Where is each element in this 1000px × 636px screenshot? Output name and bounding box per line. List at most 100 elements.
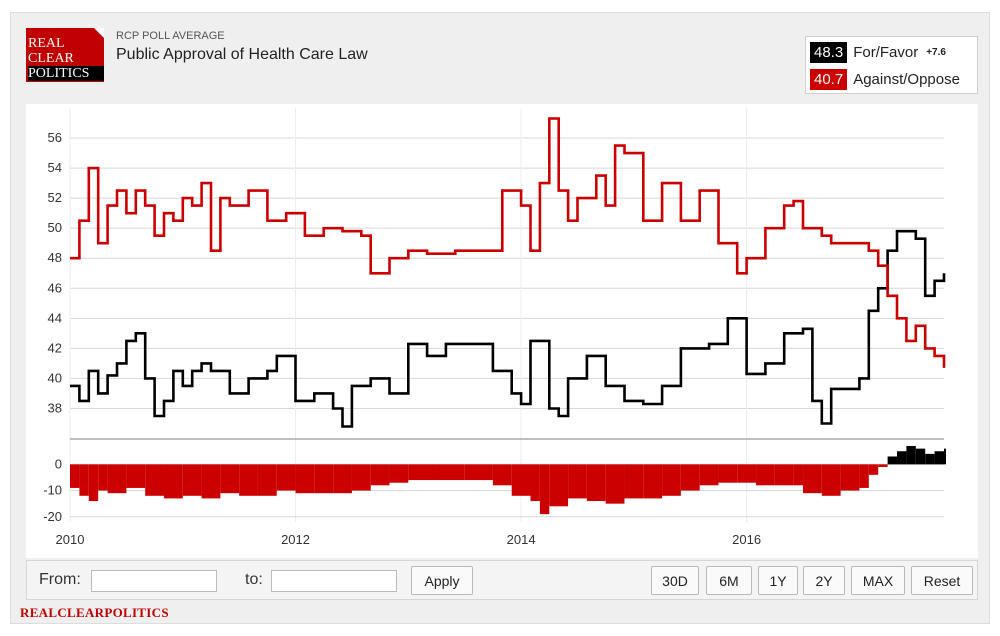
legend-label-oppose: Against/Oppose <box>853 70 960 88</box>
spread-bar-42 <box>821 464 841 496</box>
spread-bar-45 <box>868 464 879 475</box>
spread-bar-47 <box>887 456 898 465</box>
spread-bar-2 <box>88 464 99 502</box>
spread-bar-44 <box>859 464 869 488</box>
spread-bar-15 <box>314 464 334 494</box>
apply-button[interactable]: Apply <box>411 566 473 595</box>
spread-bar-27 <box>549 464 569 507</box>
spread-bar-14 <box>295 464 315 494</box>
range-6m-button[interactable]: 6M <box>706 566 752 595</box>
spread-bar-52 <box>934 451 944 465</box>
spread-bar-24 <box>511 464 531 496</box>
spread-bar-17 <box>351 464 371 491</box>
spread-bar-51 <box>925 453 935 465</box>
footer-brand: REALCLEARPOLITICS <box>20 605 169 620</box>
spread-bar-21 <box>436 464 465 481</box>
spread-bar-3 <box>98 464 108 491</box>
spread-bar-41 <box>803 464 822 494</box>
legend-value-oppose: 40.7 <box>810 68 848 90</box>
date-range-controls: From: to: Apply 30D 6M 1Y 2Y MAX Reset <box>26 560 978 600</box>
to-label: to: <box>245 571 263 588</box>
spread-bar-11 <box>239 464 258 496</box>
chart-svg: 38 40 42 44 46 48 50 52 54 56 0 -10 -20 2010 2012 2014 2… <box>43 108 946 547</box>
y-tick-label-52: 52 <box>48 190 62 205</box>
reset-button[interactable]: Reset <box>911 566 973 595</box>
spread-bar-19 <box>389 464 409 483</box>
x-tick-label-2014: 2014 <box>507 532 536 547</box>
spread-bar-12 <box>257 464 277 496</box>
spread-bar-46 <box>878 464 888 467</box>
spread-bar-8 <box>182 464 202 496</box>
spread-tick-label--20: -20 <box>43 509 62 524</box>
legend-spread: +7.6 <box>926 46 946 58</box>
y-tick-label-48: 48 <box>48 250 62 265</box>
rcp-logo: REAL CLEAR POLITICS <box>26 28 104 82</box>
y-tick-label-50: 50 <box>48 220 62 235</box>
spread-bar-28 <box>568 464 587 499</box>
spread-bar-18 <box>370 464 390 486</box>
spread-bar-13 <box>276 464 296 491</box>
spread-bar-25 <box>530 464 540 502</box>
series-line-oppose <box>70 117 946 368</box>
spread-bar-4 <box>107 464 127 494</box>
spread-bar-9 <box>201 464 221 499</box>
spread-bar-6 <box>145 464 164 496</box>
range-max-button[interactable]: MAX <box>851 566 905 595</box>
spread-bar-37 <box>737 464 757 483</box>
from-date-input[interactable] <box>91 570 217 592</box>
spread-bar-36 <box>718 464 738 483</box>
legend-item-oppose: 40.7 Against/Oppose <box>810 68 960 90</box>
spread-bar-0 <box>70 464 80 488</box>
spread-bar-5 <box>126 464 146 488</box>
spread-bar-32 <box>643 464 663 499</box>
legend-value-favor: 48.3 <box>810 41 848 63</box>
spread-bar-35 <box>699 464 719 486</box>
spread-bar-29 <box>586 464 606 502</box>
y-tick-label-56: 56 <box>48 130 62 145</box>
spread-bar-10 <box>220 464 240 494</box>
y-tick-label-42: 42 <box>48 340 62 355</box>
series-line-favor <box>70 229 946 428</box>
spread-bar-38 <box>756 464 775 486</box>
y-tick-label-40: 40 <box>48 370 62 385</box>
y-tick-label-54: 54 <box>48 160 62 175</box>
range-1y-button[interactable]: 1Y <box>758 566 798 595</box>
range-2y-button[interactable]: 2Y <box>803 566 845 595</box>
spread-bar-50 <box>915 448 926 465</box>
range-30d-button[interactable]: 30D <box>651 566 699 595</box>
spread-bar-30 <box>605 464 625 504</box>
x-tick-label-2016: 2016 <box>732 532 761 547</box>
logo-line-2: CLEAR <box>28 51 74 66</box>
y-tick-label-38: 38 <box>48 400 62 415</box>
spread-bar-53 <box>944 448 946 465</box>
chart-area: 38 40 42 44 46 48 50 52 54 56 0 -10 -20 2010 2012 2014 2… <box>26 104 978 558</box>
spread-bar-23 <box>492 464 512 486</box>
spread-bar-16 <box>333 464 352 494</box>
legend-label-favor: For/Favor <box>853 43 919 61</box>
to-date-input[interactable] <box>271 570 397 592</box>
spread-bar-20 <box>408 464 437 481</box>
spread-bar-1 <box>79 464 89 496</box>
spread-bar-34 <box>680 464 700 491</box>
spread-bar-31 <box>624 464 644 499</box>
legend-item-favor: 48.3 For/Favor +7.6 <box>810 41 946 63</box>
spread-bar-49 <box>906 446 916 465</box>
x-tick-label-2012: 2012 <box>281 532 310 547</box>
logo-line-3: POLITICS <box>28 66 104 81</box>
spread-bar-43 <box>840 464 860 491</box>
spread-tick-label-0: 0 <box>55 456 62 471</box>
chart-legend: 48.3 For/Favor +7.6 40.7 Against/Oppose <box>805 36 978 94</box>
spread-bar-39 <box>774 464 794 486</box>
spread-bar-48 <box>897 451 907 465</box>
spread-tick-label--10: -10 <box>43 483 62 498</box>
chart-kicker: RCP POLL AVERAGE <box>116 30 225 42</box>
spread-bar-22 <box>464 464 493 481</box>
from-label: From: <box>39 571 81 588</box>
spread-bar-7 <box>163 464 183 499</box>
spread-bar-33 <box>662 464 681 496</box>
spread-bar-26 <box>539 464 550 515</box>
x-tick-label-2010: 2010 <box>56 532 85 547</box>
logo-line-1: REAL <box>28 36 65 51</box>
y-tick-label-46: 46 <box>48 280 62 295</box>
spread-bar-40 <box>793 464 804 486</box>
